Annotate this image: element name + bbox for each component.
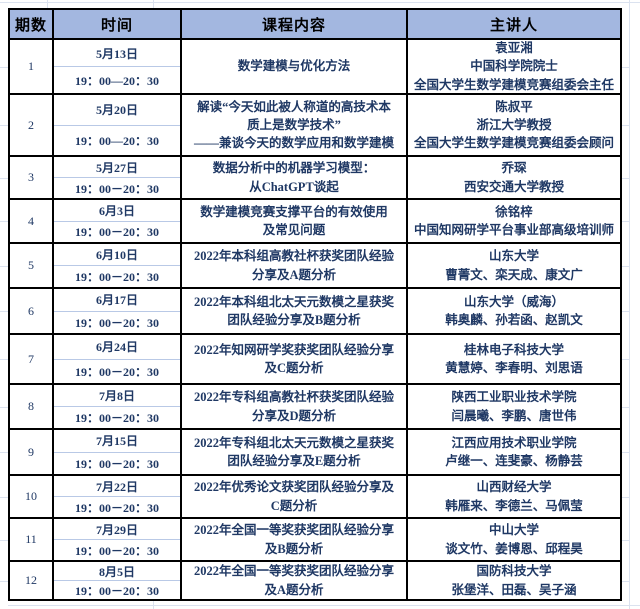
session-number-cell: 7 xyxy=(10,335,54,383)
speaker-cell: 乔琛 西安交通大学教授 xyxy=(463,161,564,194)
course-content-cell: 数学建模竞赛支撑平台的有效使用 及常见问题 xyxy=(182,200,408,242)
header-session-number: 期数 xyxy=(10,10,54,38)
session-date: 8月5日 xyxy=(54,562,180,581)
table-body: 1 5月13日 19：00—20：30 数学建模与优化方法 袁亚湘 中国科学院院… xyxy=(0,40,629,599)
table-row: 6 6月17日 19：00－20：30 2022年本科组北太天元数模之星获奖 团… xyxy=(0,289,629,335)
session-number-cell: 12 xyxy=(10,562,54,599)
speaker-cell: 山东大学（威海） 韩奥麟、孙若函、赵凯文 xyxy=(445,294,583,327)
session-time-cell: 5月20日 19：00—20：30 xyxy=(54,95,182,155)
speaker-cell: 徐铭梓 中国知网研学平台事业部高级培训师 xyxy=(413,204,614,237)
session-time-cell: 6月3日 19：00－20：30 xyxy=(54,200,182,242)
session-time-cell: 6月10日 19：00－20：30 xyxy=(54,244,182,287)
session-time: 19：00－20：30 xyxy=(74,456,159,471)
sheet-gridline xyxy=(153,0,154,8)
session-date: 5月20日 xyxy=(54,95,180,126)
table-row: 5 6月10日 19：00－20：30 2022年本科组高教社杯获奖团队经验 分… xyxy=(0,244,629,289)
session-time-cell: 7月22日 19：00－20：30 xyxy=(54,476,182,517)
table-row: 12 8月5日 19：00－20：30 2022年全国一等奖获奖团队经验分享 及… xyxy=(0,562,629,599)
speaker-cell: 袁亚湘 中国科学院院士 全国大学生数学建模竞赛组委会主任 xyxy=(413,41,614,92)
course-content-cell: 解读“今天如此被人称道的高技术本 质上是数学技术” ——兼谈今天的数学应用和数学… xyxy=(182,95,408,155)
lecture-schedule-table: 期数 时间 课程内容 主讲人 1 5月13日 19：00—20：30 数学建模与… xyxy=(0,8,629,601)
session-date: 6月10日 xyxy=(54,244,180,266)
session-number-cell: 3 xyxy=(10,157,54,198)
course-content-cell: 数学建模与优化方法 xyxy=(182,40,408,93)
table-row: 8 7月8日 19：00－20：30 2022年专科组高教社杯获奖团队经验 分享… xyxy=(0,385,629,430)
course-content-cell: 数据分析中的机器学习模型： 从ChatGPT谈起 xyxy=(182,157,408,198)
session-time: 19：00—20：30 xyxy=(74,73,159,88)
session-date: 5月13日 xyxy=(54,40,180,67)
session-time-cell: 7月15日 19：00－20：30 xyxy=(54,430,182,474)
course-content-cell: 2022年专科组北太天元数模之星获奖 团队经验分享及E题分析 xyxy=(182,430,408,474)
course-content-cell: 2022年知网研学奖获奖团队经验分享 及C题分析 xyxy=(182,335,408,383)
session-number-cell: 9 xyxy=(10,430,54,474)
table-row: 1 5月13日 19：00—20：30 数学建模与优化方法 袁亚湘 中国科学院院… xyxy=(0,40,629,95)
session-time: 19：00－20：30 xyxy=(74,411,159,425)
session-time: 19：00－20：30 xyxy=(74,225,159,240)
session-number-cell: 6 xyxy=(10,289,54,333)
session-time-cell: 7月29日 19：00－20：30 xyxy=(54,519,182,560)
speaker-cell: 国防科技大学 张堡洋、田磊、吴子涵 xyxy=(451,564,577,597)
session-date: 7月29日 xyxy=(54,519,180,540)
table-row: 4 6月3日 19：00－20：30 数学建模竞赛支撑平台的有效使用 及常见问题… xyxy=(0,200,629,244)
session-date: 6月24日 xyxy=(54,335,180,360)
session-date: 7月15日 xyxy=(54,430,180,453)
session-number-cell: 2 xyxy=(10,95,54,155)
table-row: 9 7月15日 19：00－20：30 2022年专科组北太天元数模之星获奖 团… xyxy=(0,430,629,476)
sheet-gridline xyxy=(8,605,640,606)
session-date: 6月3日 xyxy=(54,200,180,222)
speaker-cell: 桂林电子科技大学 黄慧婷、李春明、刘思语 xyxy=(445,342,583,375)
session-number-cell: 4 xyxy=(10,200,54,242)
table-row: 10 7月22日 19：00－20：30 2022年优秀论文获奖团队经验分享及 … xyxy=(0,476,629,519)
sheet-gridline xyxy=(47,0,48,8)
speaker-cell: 陕西工业职业技术学院 闫晨曦、李鹏、唐世伟 xyxy=(451,390,577,423)
table-header-row: 期数 时间 课程内容 主讲人 xyxy=(10,10,620,40)
session-time: 19：00－20：30 xyxy=(74,270,159,284)
session-time: 19：00－20：30 xyxy=(74,315,159,330)
session-date: 7月8日 xyxy=(54,385,180,407)
session-time-cell: 6月24日 19：00－20：30 xyxy=(54,335,182,383)
session-time: 19：00－20：30 xyxy=(74,500,159,515)
table-row: 11 7月29日 19：00－20：30 2022年全国一等奖获奖团队经验分享 … xyxy=(0,519,629,562)
session-time: 19：00－20：30 xyxy=(74,543,159,558)
speaker-cell: 陈叔平 浙江大学教授 全国大学生数学建模竞赛组委会顾问 xyxy=(413,99,614,151)
header-time: 时间 xyxy=(54,10,182,38)
table-row: 7 6月24日 19：00－20：30 2022年知网研学奖获奖团队经验分享 及… xyxy=(0,335,629,385)
session-number-cell: 11 xyxy=(10,519,54,560)
session-time-cell: 7月8日 19：00－20：30 xyxy=(54,385,182,428)
session-time: 19：00－20：30 xyxy=(74,583,159,598)
sheet-gridline xyxy=(629,0,630,609)
session-number-cell: 1 xyxy=(10,40,54,93)
course-content-cell: 2022年本科组北太天元数模之星获奖 团队经验分享及B题分析 xyxy=(182,289,408,333)
header-speaker: 主讲人 xyxy=(489,17,538,34)
sheet-gridline xyxy=(0,2,640,3)
speaker-cell: 江西应用技术职业学院 卢继一、连斐豪、杨静芸 xyxy=(445,435,583,468)
course-content-cell: 2022年全国一等奖获奖团队经验分享 及B题分析 xyxy=(182,519,408,560)
sheet-gridline xyxy=(153,601,154,609)
speaker-cell: 山西财经大学 韩雁来、李德兰、马佩莹 xyxy=(445,480,583,513)
session-time-cell: 8月5日 19：00－20：30 xyxy=(54,562,182,599)
course-content-cell: 2022年本科组高教社杯获奖团队经验 分享及A题分析 xyxy=(182,244,408,287)
table-row: 2 5月20日 19：00—20：30 解读“今天如此被人称道的高技术本 质上是… xyxy=(0,95,629,157)
session-time: 19：00－20：30 xyxy=(74,181,159,196)
session-time-cell: 6月17日 19：00－20：30 xyxy=(54,289,182,333)
session-time: 19：00－20：30 xyxy=(74,364,159,379)
session-number-cell: 5 xyxy=(10,244,54,287)
course-content-cell: 2022年优秀论文获奖团队经验分享及 C题分析 xyxy=(182,476,408,517)
course-content-cell: 2022年专科组高教社杯获奖团队经验 分享及D题分析 xyxy=(182,385,408,428)
session-date: 5月27日 xyxy=(54,157,180,178)
session-number-cell: 10 xyxy=(10,476,54,517)
table-row: 3 5月27日 19：00－20：30 数据分析中的机器学习模型： 从ChatG… xyxy=(0,157,629,200)
session-number-cell: 8 xyxy=(10,385,54,428)
session-time-cell: 5月13日 19：00—20：30 xyxy=(54,40,182,93)
session-time-cell: 5月27日 19：00－20：30 xyxy=(54,157,182,198)
speaker-cell: 中山大学 谈文竹、姜博恩、邱程昊 xyxy=(445,523,583,556)
session-date: 7月22日 xyxy=(54,476,180,497)
session-date: 6月17日 xyxy=(54,289,180,312)
header-course-content: 课程内容 xyxy=(182,10,408,38)
speaker-cell: 山东大学 曹菁文、栾天成、康文广 xyxy=(445,249,583,282)
session-time: 19：00—20：30 xyxy=(74,133,159,148)
course-content-cell: 2022年全国一等奖获奖团队经验分享 及A题分析 xyxy=(182,562,408,599)
